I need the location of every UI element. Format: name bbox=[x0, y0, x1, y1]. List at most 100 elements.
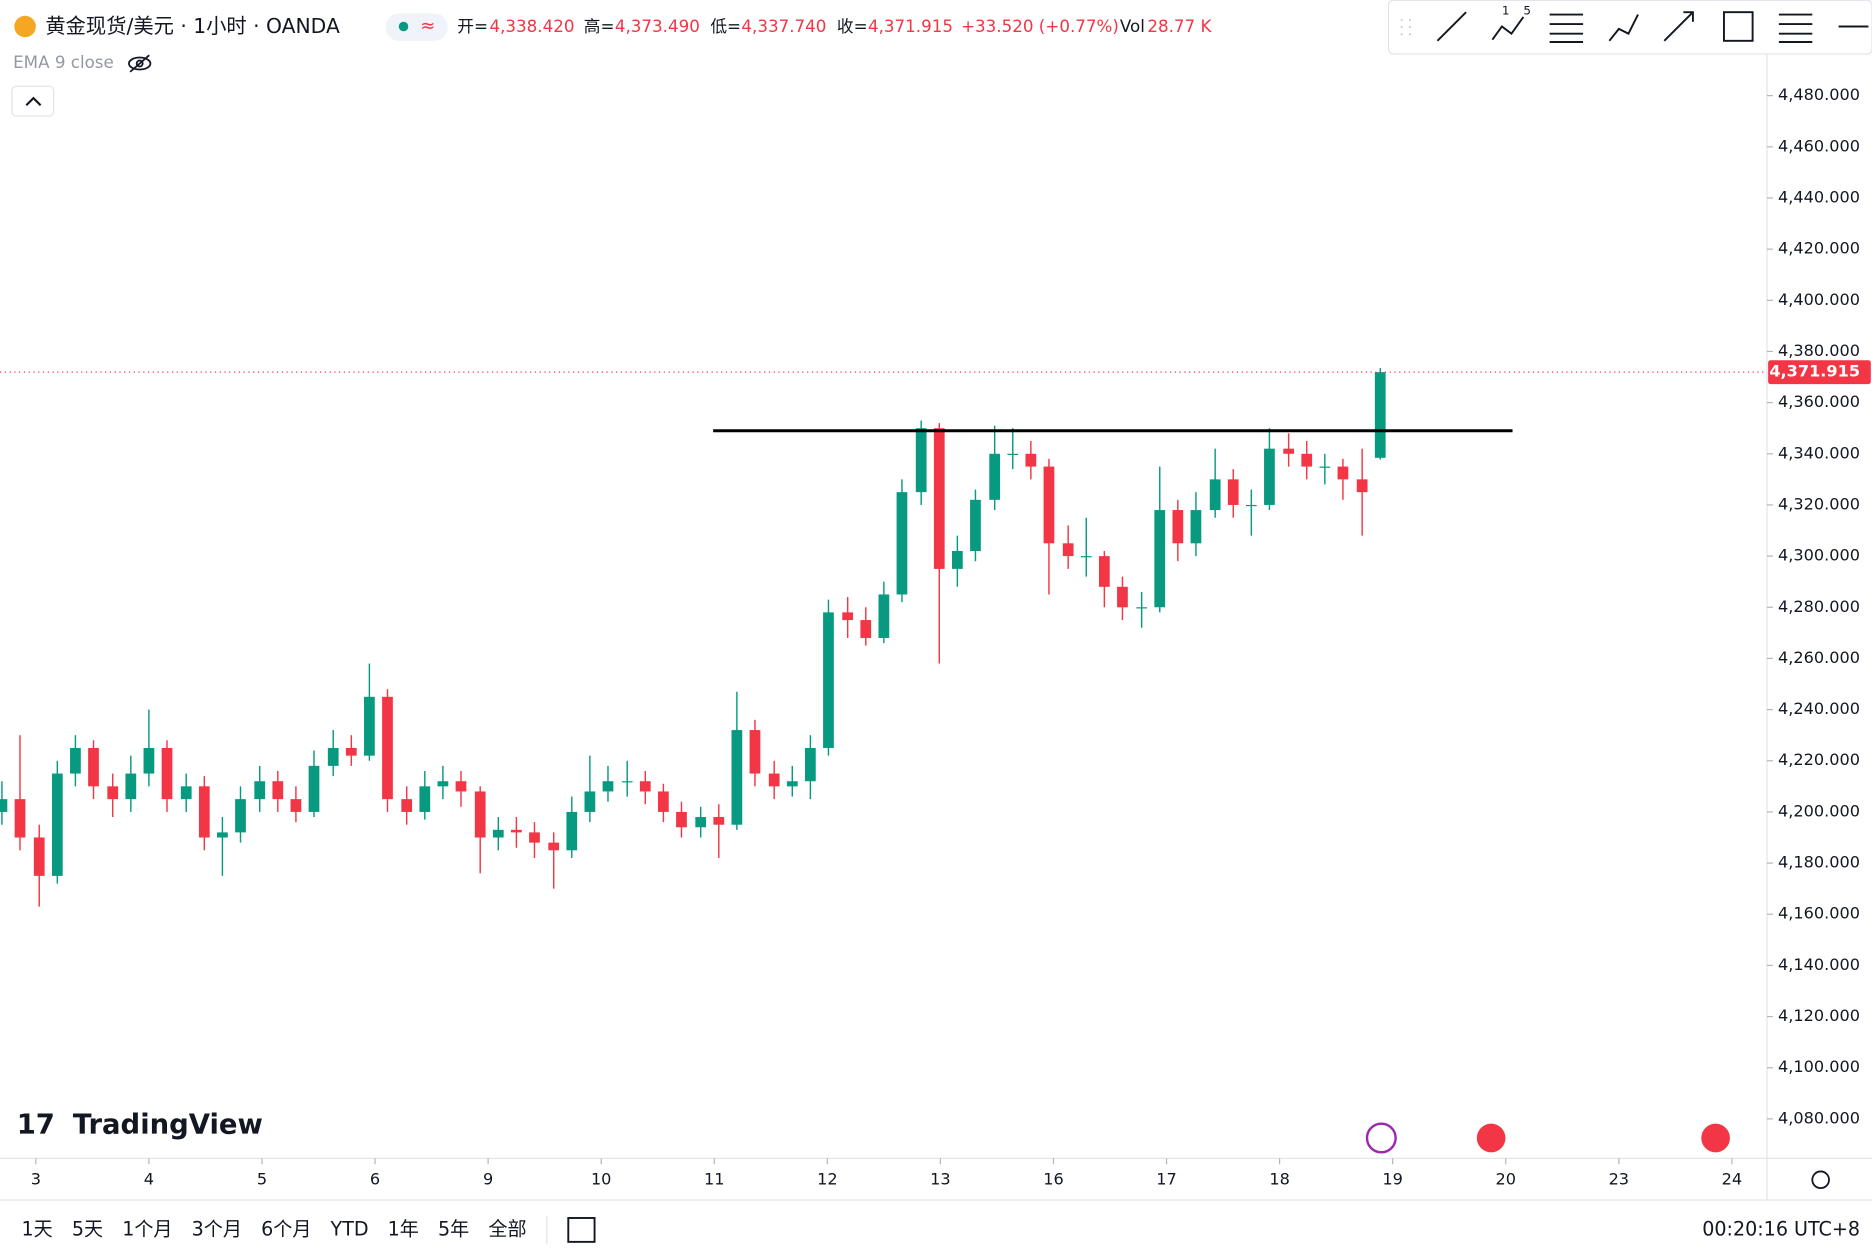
candle-body bbox=[70, 747, 81, 774]
date-range-icon[interactable] bbox=[567, 1217, 596, 1243]
candle-body bbox=[1245, 504, 1257, 507]
arrow-tool[interactable] bbox=[1663, 11, 1694, 42]
candle-body bbox=[768, 773, 780, 787]
range-button[interactable]: 3个月 bbox=[192, 1217, 242, 1240]
y-tick-label: 4,120.000 bbox=[1778, 1006, 1860, 1025]
change-value: +33.520 (+0.77%) bbox=[961, 16, 1119, 36]
candle-body bbox=[1172, 510, 1184, 544]
candle-body bbox=[0, 799, 8, 812]
rect-tool[interactable] bbox=[1723, 11, 1754, 42]
hide-icon[interactable] bbox=[128, 54, 152, 73]
candle-body bbox=[107, 786, 119, 800]
candle-body bbox=[1301, 453, 1313, 467]
logo-text[interactable]: TradingView bbox=[73, 1110, 263, 1141]
candle-body bbox=[14, 799, 26, 838]
candle-body bbox=[254, 781, 266, 800]
open-value: 4,338.420 bbox=[489, 16, 574, 36]
trend-line-tool[interactable] bbox=[1436, 11, 1467, 42]
x-tick-label: 17 bbox=[1156, 1169, 1177, 1188]
candle-body bbox=[1283, 448, 1295, 454]
settings-icon[interactable] bbox=[1811, 1170, 1830, 1190]
candle-body bbox=[1080, 556, 1092, 558]
symbol-icon[interactable] bbox=[14, 15, 36, 38]
y-tick-label: 4,180.000 bbox=[1778, 853, 1860, 872]
event-icon[interactable] bbox=[1701, 1123, 1730, 1153]
collapse-button[interactable] bbox=[11, 85, 55, 117]
event-icon[interactable] bbox=[1365, 1122, 1397, 1154]
y-tick-label: 4,380.000 bbox=[1778, 341, 1860, 360]
x-tick-label: 5 bbox=[257, 1169, 267, 1188]
low-label: 低= bbox=[710, 16, 741, 36]
close-label: 收= bbox=[837, 16, 868, 36]
y-tick-label: 4,300.000 bbox=[1778, 546, 1860, 565]
status-icon: ≈ bbox=[420, 15, 435, 36]
y-tick-label: 4,400.000 bbox=[1778, 290, 1860, 309]
range-button[interactable]: 6个月 bbox=[261, 1217, 311, 1240]
x-tick-label: 20 bbox=[1495, 1169, 1516, 1188]
candle-body bbox=[272, 781, 284, 800]
x-tick-label: 6 bbox=[370, 1169, 380, 1188]
x-tick-label: 9 bbox=[483, 1169, 493, 1188]
candle-body bbox=[474, 791, 486, 838]
candle-body bbox=[180, 786, 192, 800]
candle-body bbox=[419, 786, 431, 812]
candle-body bbox=[364, 696, 375, 756]
range-button[interactable]: 5年 bbox=[438, 1217, 469, 1240]
candle-body bbox=[327, 747, 339, 766]
candle-body bbox=[695, 817, 707, 828]
candle-body bbox=[658, 791, 669, 812]
range-button[interactable]: YTD bbox=[330, 1217, 369, 1240]
candle-body bbox=[915, 428, 927, 493]
range-button[interactable]: 全部 bbox=[488, 1217, 526, 1240]
candle-body bbox=[492, 829, 504, 838]
candle-body bbox=[308, 765, 320, 812]
candle-body bbox=[804, 747, 816, 782]
range-button[interactable]: 1年 bbox=[388, 1217, 419, 1240]
candle-body bbox=[896, 492, 908, 595]
candle-body bbox=[125, 773, 137, 800]
fib-tool[interactable] bbox=[1549, 13, 1584, 43]
candle-body bbox=[511, 829, 522, 833]
candle-body bbox=[455, 781, 467, 792]
candle-body bbox=[951, 550, 963, 569]
candle-body bbox=[842, 612, 854, 621]
pattern-tool[interactable] bbox=[1491, 16, 1525, 41]
candle-body bbox=[639, 781, 651, 792]
x-tick-label: 4 bbox=[144, 1169, 154, 1188]
path-tool[interactable] bbox=[1608, 14, 1639, 42]
candle-body bbox=[584, 791, 596, 812]
candle-body bbox=[437, 781, 449, 787]
low-value: 4,337.740 bbox=[741, 16, 826, 36]
candle-body bbox=[1098, 556, 1110, 587]
candle-body bbox=[1209, 479, 1221, 511]
candle-body bbox=[51, 773, 63, 876]
candle-body bbox=[1062, 543, 1074, 557]
candle-body bbox=[933, 428, 945, 569]
indicator-label[interactable]: EMA 9 close bbox=[13, 52, 114, 72]
clock[interactable]: 00:20:16 UTC+8 bbox=[1702, 1217, 1860, 1240]
vol-value: 28.77 K bbox=[1147, 16, 1212, 36]
x-tick-label: 12 bbox=[817, 1169, 838, 1188]
candle-body bbox=[676, 811, 687, 828]
text-tool[interactable] bbox=[1778, 13, 1813, 43]
y-tick-label: 4,240.000 bbox=[1778, 699, 1860, 718]
x-tick-label: 19 bbox=[1382, 1169, 1402, 1188]
range-button[interactable]: 5天 bbox=[72, 1217, 103, 1240]
y-tick-label: 4,160.000 bbox=[1778, 904, 1860, 923]
symbol-title[interactable]: 黄金现货/美元 · 1小时 · OANDA bbox=[45, 14, 340, 38]
x-tick-label: 18 bbox=[1269, 1169, 1289, 1188]
status-pill[interactable] bbox=[385, 13, 448, 41]
candle-body bbox=[1007, 453, 1019, 455]
candle-body bbox=[1136, 607, 1148, 609]
y-tick-label: 4,420.000 bbox=[1778, 239, 1860, 258]
range-button[interactable]: 1天 bbox=[21, 1217, 52, 1240]
y-tick-label: 4,460.000 bbox=[1778, 136, 1860, 155]
y-tick-label: 4,480.000 bbox=[1778, 85, 1860, 104]
event-icon[interactable] bbox=[1476, 1123, 1506, 1153]
candle-body bbox=[1356, 479, 1368, 493]
candle-body bbox=[290, 799, 302, 812]
range-buttons: 1天 5天 1个月 3个月 6个月 YTD 1年 5年 全部 bbox=[21, 1217, 526, 1240]
range-button[interactable]: 1个月 bbox=[122, 1217, 172, 1240]
y-tick-label: 4,200.000 bbox=[1778, 801, 1860, 820]
candle-body bbox=[161, 747, 173, 800]
